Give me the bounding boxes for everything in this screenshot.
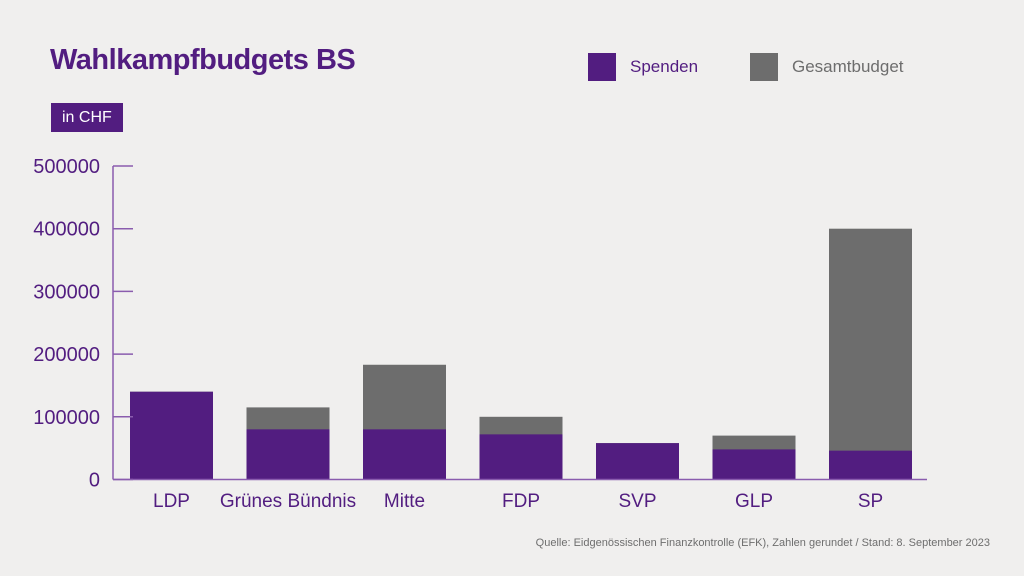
x-tick-label: FDP [502, 491, 540, 512]
legend-spenden: Spenden [588, 53, 698, 81]
legend-gesamtbudget: Gesamtbudget [750, 53, 904, 81]
bar-gesamtbudget [829, 228, 912, 480]
bar-spenden [712, 449, 796, 480]
x-tick-label: LDP [153, 491, 190, 512]
x-tick-label: Grünes Bündnis [220, 491, 356, 512]
source-note: Quelle: Eidgenössischen Finanzkontrolle … [535, 537, 990, 549]
x-tick-label: Mitte [384, 491, 425, 512]
bar-spenden [596, 443, 679, 480]
bar-spenden [130, 391, 213, 480]
y-tick-label: 200000 [33, 344, 100, 366]
y-tick-label: 300000 [33, 281, 100, 303]
unit-badge: in CHF [51, 103, 123, 132]
y-tick-label: 100000 [33, 407, 100, 429]
y-tick-label: 400000 [33, 219, 100, 241]
x-tick-label: GLP [735, 491, 773, 512]
bar-spenden [363, 429, 446, 480]
y-tick-label: 0 [89, 470, 100, 492]
chart-title: Wahlkampfbudgets BS [50, 44, 356, 76]
legend-swatch-spenden [588, 53, 616, 81]
bar-spenden [479, 434, 563, 480]
bar-spenden [246, 429, 330, 480]
bar-spenden [829, 450, 912, 480]
x-tick-label: SVP [618, 491, 656, 512]
x-tick-label: SP [858, 491, 883, 512]
legend-label: Spenden [630, 57, 699, 76]
y-tick-label: 500000 [33, 156, 100, 178]
legend-swatch-gesamtbudget [750, 53, 778, 81]
legend-label: Gesamtbudget [792, 57, 904, 76]
